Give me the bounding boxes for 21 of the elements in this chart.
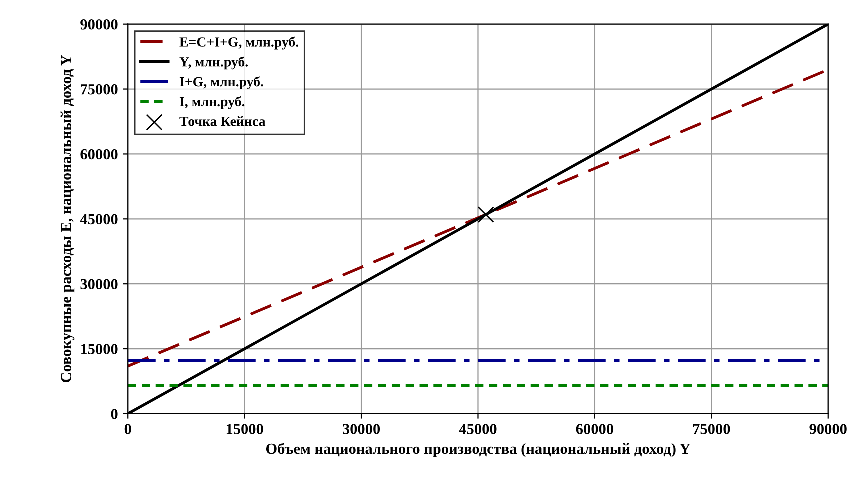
y-tick-label: 60000 [80, 149, 118, 160]
y-tick-label: 90000 [80, 19, 118, 30]
x-tick-label: 30000 [343, 424, 380, 434]
x-tick-label: 75000 [693, 424, 730, 434]
x-tick-label: 0 [124, 424, 132, 434]
x-tick-label: 45000 [459, 424, 497, 434]
legend-label: Y, млн.руб. [180, 56, 248, 70]
legend-label: E=C+I+G, млн.руб. [180, 36, 298, 50]
y-tick-label: 75000 [81, 84, 118, 95]
y-axis-title: Совокупные расходы E, национальный доход Y [60, 55, 75, 383]
legend-label: Точка Кейнса [180, 116, 266, 126]
y-tick-label: 15000 [81, 344, 118, 354]
y-tick-label: 0 [111, 409, 118, 420]
legend-label: I, млн.руб. [180, 96, 245, 110]
x-axis-title: Объем национального производства (национальный доход) Y [266, 443, 690, 458]
y-tick-label: 30000 [80, 279, 118, 290]
x-tick-label: 90000 [810, 424, 847, 434]
x-tick-label: 15000 [226, 424, 264, 434]
y-tick-label: 45000 [80, 214, 118, 225]
legend-label: I+G, млн.руб. [180, 76, 264, 90]
x-tick-label: 60000 [576, 424, 614, 434]
